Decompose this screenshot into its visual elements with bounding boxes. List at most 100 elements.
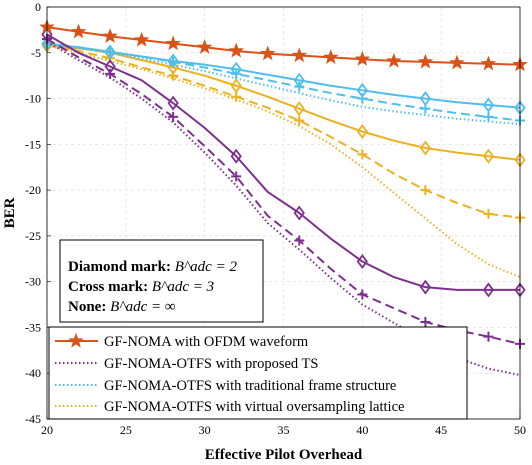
x-tick-label: 45	[435, 423, 447, 437]
data-point-diamond	[356, 82, 368, 98]
legend-entry-traditional: GF-NOMA-OTFS with traditional frame stru…	[104, 378, 396, 394]
y-tick-label: -20	[25, 183, 41, 197]
data-point-diamond	[167, 53, 179, 69]
data-point-star	[291, 47, 308, 63]
y-tick-label: -25	[25, 229, 41, 243]
data-point-star	[196, 39, 213, 54]
data-point-diamond	[356, 124, 368, 140]
data-point-cross	[420, 185, 431, 196]
legend-samples	[55, 332, 98, 407]
data-point-star	[323, 49, 339, 64]
data-point-cross	[420, 316, 431, 327]
data-point-diamond	[419, 91, 432, 107]
legend: GF-NOMA with OFDM waveform GF-NOMA-OTFS …	[48, 326, 468, 420]
data-point-cross	[483, 111, 494, 122]
data-point-cross	[357, 149, 368, 160]
series-9	[46, 44, 521, 279]
annotation-value-2: B^adc = 3	[152, 279, 214, 295]
x-tick-label: 40	[356, 423, 368, 437]
y-tick-label: -10	[25, 92, 41, 106]
data-point-cross	[231, 171, 242, 182]
annotation-box: Diamond mark: B^adc = 2 Cross mark: B^ad…	[59, 239, 264, 323]
data-point-diamond	[293, 101, 305, 117]
legend-box	[48, 326, 468, 420]
legend-entry-proposed-ts: GF-NOMA-OTFS with proposed TS	[104, 356, 318, 372]
data-point-star	[386, 52, 402, 68]
data-point-cross	[168, 111, 179, 122]
y-tick-label: -45	[25, 412, 41, 426]
annotation-label-2: Cross mark	[68, 279, 144, 295]
data-point-star	[133, 31, 150, 47]
y-tick-label: -40	[25, 366, 41, 380]
data-point-diamond	[482, 282, 495, 298]
x-axis-label: Effective Pilot Overhead	[205, 447, 363, 463]
data-point-diamond	[230, 78, 242, 94]
series-layer	[39, 18, 528, 377]
legend-entry-virtual-oversampling: GF-NOMA-OTFS with virtual oversampling l…	[104, 399, 404, 415]
series-0	[39, 18, 528, 72]
data-point-diamond	[167, 59, 179, 75]
annotation-value-3: B^adc = ∞	[110, 299, 176, 315]
data-point-diamond	[293, 205, 305, 221]
annotation-value-1: B^adc = 2	[175, 259, 238, 275]
data-point-cross	[357, 289, 368, 300]
data-point-star	[354, 51, 371, 66]
series-8	[42, 40, 525, 223]
data-point-diamond	[293, 72, 305, 88]
series-line	[46, 26, 521, 66]
series-line	[46, 40, 521, 377]
x-tick-label: 35	[278, 423, 290, 437]
x-tick-label: 30	[199, 423, 211, 437]
annotation-label-3: None	[68, 299, 102, 315]
data-point-cross	[294, 115, 305, 126]
data-point-star	[165, 35, 181, 51]
series-7	[41, 37, 526, 168]
data-point-star	[70, 23, 87, 39]
legend-entry-ofdm: GF-NOMA with OFDM waveform	[104, 334, 309, 350]
legend-star-marker	[68, 332, 84, 348]
data-point-cross	[231, 91, 242, 102]
data-point-diamond	[419, 279, 432, 295]
data-point-star	[102, 28, 118, 43]
y-tick-label: -35	[25, 320, 41, 334]
annotation-line-3: None: B^adc = ∞	[68, 299, 176, 315]
annotation-label-1: Diamond mark	[68, 259, 167, 275]
data-point-diamond	[104, 44, 116, 60]
series-line	[46, 44, 521, 161]
annotation-line-1: Diamond mark: B^adc = 2	[68, 259, 237, 275]
y-tick-label: -15	[25, 137, 41, 151]
series-line	[46, 42, 521, 109]
data-point-star	[228, 42, 244, 58]
x-tick-label: 50	[514, 423, 526, 437]
y-tick-label: 0	[35, 0, 41, 14]
data-point-diamond	[167, 95, 179, 111]
data-point-cross	[294, 235, 305, 246]
data-point-star	[480, 55, 497, 71]
data-point-star	[417, 53, 434, 69]
series-line	[46, 42, 521, 122]
series-3	[46, 40, 521, 377]
series-line	[46, 38, 521, 345]
series-line	[46, 33, 520, 291]
y-tick-label: -5	[31, 46, 41, 60]
data-point-diamond	[482, 97, 495, 113]
data-point-diamond	[356, 254, 368, 270]
annotation-line-2: Cross mark: B^adc = 3	[68, 279, 214, 295]
data-point-diamond	[230, 61, 242, 77]
data-point-star	[449, 54, 465, 70]
data-point-diamond	[419, 140, 432, 156]
series-line	[46, 44, 521, 279]
data-point-diamond	[230, 148, 242, 164]
data-point-diamond	[104, 59, 116, 75]
data-point-cross	[483, 331, 494, 342]
x-tick-label: 25	[120, 423, 132, 437]
data-point-cross	[483, 208, 494, 219]
series-line	[46, 42, 521, 126]
x-tick-label: 20	[41, 423, 53, 437]
series-6	[46, 42, 521, 126]
series-line	[46, 44, 521, 219]
y-axis-label: BER	[2, 197, 18, 228]
data-point-star	[259, 45, 276, 61]
data-point-diamond	[482, 148, 495, 164]
